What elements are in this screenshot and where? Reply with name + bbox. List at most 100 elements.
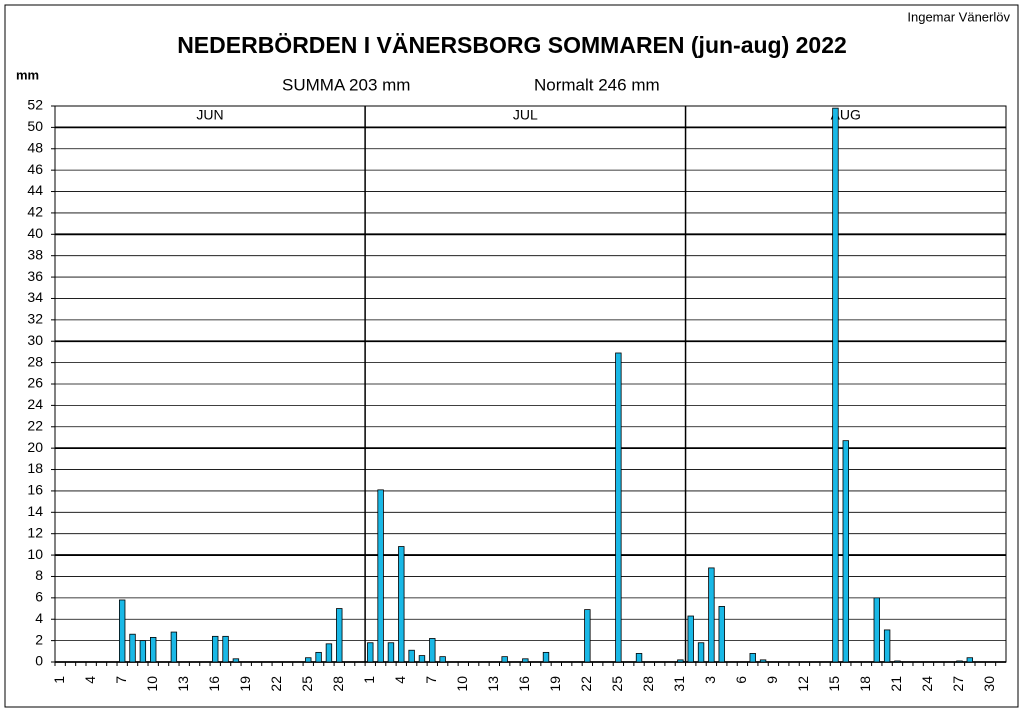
y-tick-label: 22 — [27, 417, 43, 433]
x-tick-label: 22 — [268, 676, 284, 692]
bar — [170, 631, 178, 663]
bar — [150, 637, 157, 663]
author: Ingemar Vänerlöv — [907, 9, 1010, 24]
y-tick-label: 40 — [27, 225, 43, 241]
x-tick-label: 3 — [702, 676, 718, 684]
y-tick-label: 30 — [27, 332, 43, 348]
bar — [222, 635, 229, 663]
bar — [677, 659, 684, 663]
bar — [894, 660, 901, 663]
x-tick-label: 1 — [361, 676, 377, 684]
bar — [759, 659, 767, 663]
y-tick-label: 14 — [27, 503, 43, 519]
x-tick-label: 7 — [423, 676, 439, 684]
y-tick-label: 16 — [27, 482, 43, 498]
y-tick-label: 52 — [27, 97, 43, 113]
bar — [418, 655, 426, 663]
chart-title: NEDERBÖRDEN I VÄNERSBORG SOMMAREN (jun-a… — [177, 32, 847, 58]
bar — [687, 615, 694, 663]
bar — [139, 640, 147, 663]
bar — [398, 546, 405, 663]
bar — [635, 653, 643, 663]
bar — [832, 107, 839, 663]
bar — [542, 651, 550, 663]
y-tick-label: 18 — [27, 460, 43, 476]
bar — [377, 489, 384, 663]
bar — [129, 633, 136, 663]
x-tick-label: 28 — [640, 676, 656, 692]
normal-label: Normalt 246 mm — [534, 75, 660, 94]
x-tick-label: 30 — [981, 676, 997, 692]
sum-label: SUMMA 203 mm — [282, 75, 410, 94]
y-tick-label: 42 — [27, 204, 43, 220]
bar — [956, 660, 963, 663]
y-tick-label: 20 — [27, 439, 43, 455]
y-tick-label: 50 — [27, 118, 43, 134]
bar — [408, 649, 415, 663]
bar — [212, 635, 219, 663]
x-tick-label: 25 — [609, 676, 625, 692]
bar — [429, 638, 436, 663]
bar — [697, 642, 705, 663]
x-tick-label: 25 — [299, 676, 315, 692]
y-tick-label: 34 — [27, 289, 43, 305]
y-tick-label: 36 — [27, 268, 43, 284]
y-tick-label: 6 — [35, 589, 43, 605]
bar — [883, 629, 891, 663]
x-tick-label: 15 — [826, 676, 842, 692]
bar — [708, 567, 715, 663]
bar — [232, 658, 240, 663]
y-tick-label: 26 — [27, 375, 43, 391]
bar — [315, 651, 322, 663]
x-tick-label: 21 — [888, 676, 904, 692]
bar — [305, 657, 312, 663]
bar — [439, 656, 446, 663]
x-tick-label: 24 — [919, 676, 935, 692]
x-tick-label: 9 — [764, 676, 780, 684]
bar — [325, 643, 333, 663]
month-label: JUN — [196, 107, 223, 123]
x-tick-label: 28 — [330, 676, 346, 692]
y-tick-label: 46 — [27, 161, 43, 177]
y-axis-label: mm — [16, 67, 39, 82]
x-tick-label: 7 — [113, 676, 129, 684]
bar — [842, 440, 849, 663]
x-tick-label: 16 — [516, 676, 532, 692]
x-tick-label: 10 — [454, 676, 470, 692]
bar — [615, 352, 622, 663]
bar — [387, 642, 395, 663]
bar — [718, 606, 725, 663]
x-tick-label: 1 — [51, 676, 67, 684]
bar — [873, 597, 880, 663]
bar — [501, 656, 508, 663]
y-tick-label: 4 — [35, 610, 43, 626]
y-tick-label: 12 — [27, 524, 43, 540]
y-tick-label: 44 — [27, 182, 43, 198]
y-tick-label: 0 — [35, 653, 43, 669]
x-tick-label: 18 — [857, 676, 873, 692]
x-tick-label: 16 — [206, 676, 222, 692]
y-tick-label: 8 — [35, 567, 43, 583]
y-tick-label: 24 — [27, 396, 43, 412]
bar — [584, 609, 591, 663]
x-tick-label: 19 — [547, 676, 563, 692]
x-tick-label: 13 — [485, 676, 501, 692]
x-tick-label: 12 — [795, 676, 811, 692]
x-tick-label: 19 — [237, 676, 253, 692]
x-tick-label: 6 — [733, 676, 749, 684]
x-tick-label: 22 — [578, 676, 594, 692]
bar — [749, 653, 756, 663]
x-tick-label: 10 — [144, 676, 160, 692]
x-tick-label: 13 — [175, 676, 191, 692]
x-tick-label: 4 — [392, 676, 408, 684]
x-tick-label: 31 — [671, 676, 687, 692]
y-tick-label: 28 — [27, 353, 43, 369]
y-tick-label: 32 — [27, 311, 43, 327]
x-tick-label: 27 — [950, 676, 966, 692]
x-tick-label: 4 — [82, 676, 98, 684]
bar — [522, 658, 529, 663]
month-label: JUL — [513, 107, 538, 123]
y-tick-label: 48 — [27, 139, 43, 155]
bar — [367, 642, 374, 663]
